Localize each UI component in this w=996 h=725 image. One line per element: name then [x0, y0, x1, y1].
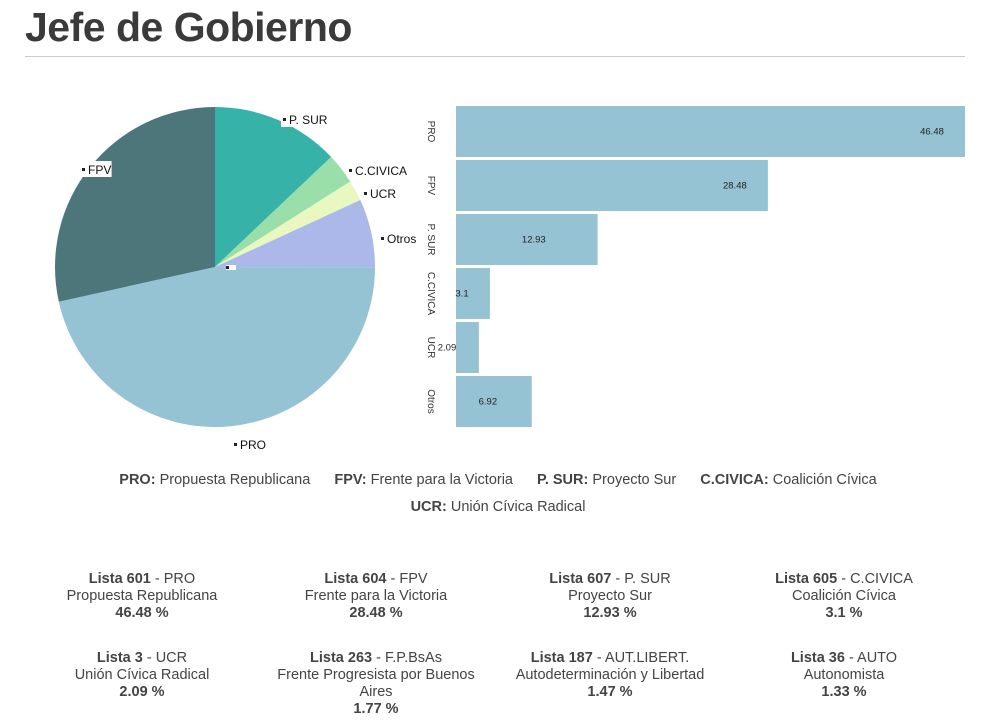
legend-item-ucr: UCR: Unión Cívica Radical: [410, 499, 586, 515]
bar-value-label-c-civica: 3.1: [455, 289, 468, 300]
list-card-36: Lista 36 - AUTO Autonomista 1.33 %: [790, 650, 898, 700]
pie-label-pro: PRO: [240, 438, 266, 452]
bar-chart: PRO 46.48 FPV 28.48 P. SUR 12.93 C.CIVICA 3.1 UC…: [425, 106, 965, 427]
pie-label-marker: [283, 118, 286, 121]
bar-value-label-otros: 6.92: [479, 397, 498, 408]
bar-value-label-pro: 46.48: [920, 127, 944, 138]
pie-slice-ucr: [215, 181, 361, 267]
list-card-607: Lista 607 - P. SUR Proyecto Sur 12.93 %: [549, 571, 671, 621]
pie-label-marker: [234, 443, 237, 446]
pie-label-fpv: FPV: [88, 163, 111, 177]
page-title: Jefe de Gobierno: [25, 4, 352, 50]
bar-category-label-c-civica: C.CIVICA: [425, 272, 436, 316]
bar-ucr: [456, 322, 479, 373]
pie-label-marker: [82, 168, 85, 171]
list-card-187: Lista 187 - AUT.LIBERT. Autodeterminació…: [515, 650, 705, 700]
title-divider: [25, 56, 965, 57]
pie-chart: P. SUR C.CIVICA UCR Otros PRO FPV: [54, 106, 425, 452]
bar-fpv: [456, 160, 768, 211]
pie-label-bg-p-sur: [281, 111, 335, 127]
pie-slice-c-civica: [215, 156, 351, 267]
legend-row-1: PRO: Propuesta Republicana FPV: Frente p…: [0, 472, 996, 488]
pie-slice-pro: [58, 267, 376, 428]
pie-label-otros: Otros: [387, 232, 416, 246]
pie-center-marker: [226, 265, 236, 270]
legend-item-ccivica: C.CIVICA: Coalición Cívica: [700, 472, 877, 488]
pie-label-marker: [381, 237, 384, 240]
bar-value-label-ucr: 2.09: [438, 343, 457, 354]
pie-slice-otros: [215, 199, 376, 268]
list-card-604: Lista 604 - FPV Frente para la Victoria …: [304, 571, 448, 621]
bar-value-label-fpv: 28.48: [723, 181, 747, 192]
pie-slice-fpv: [54, 106, 215, 302]
pie-label-marker: [349, 169, 352, 172]
pie-label-bg-pro: [232, 436, 264, 452]
bar-category-label-otros: Otros: [425, 389, 436, 413]
bar-p-sur: [456, 214, 598, 265]
pie-label-bg-ucr: [362, 185, 394, 201]
list-card-601: Lista 601 - PRO Propuesta Republicana 46…: [66, 571, 218, 621]
legend-item-psur: P. SUR: Proyecto Sur: [537, 472, 677, 488]
bar-pro: [456, 106, 965, 157]
bar-category-label-pro: PRO: [425, 121, 436, 143]
charts-area: P. SUR C.CIVICA UCR Otros PRO FPV PRO 46.48 FPV…: [54, 106, 965, 452]
bar-c-civica: [456, 268, 490, 319]
pie-label-bg-c-civica: [347, 162, 415, 178]
pie-center-dot: [226, 266, 229, 269]
legend-item-pro: PRO: Propuesta Republicana: [119, 472, 311, 488]
pie-label-c-civica: C.CIVICA: [355, 164, 407, 178]
pie-label-bg-fpv: [80, 161, 112, 177]
legend-row-2: UCR: Unión Cívica Radical: [0, 499, 996, 515]
pie-label-bg-otros: [379, 230, 425, 246]
pie-label-ucr: UCR: [370, 187, 396, 201]
bar-otros: [456, 376, 532, 427]
bar-category-label-fpv: FPV: [425, 176, 436, 196]
pie-label-marker: [364, 192, 367, 195]
bar-value-label-p-sur: 12.93: [522, 235, 546, 246]
list-card-3: Lista 3 - UCR Unión Cívica Radical 2.09 …: [74, 650, 210, 700]
bar-category-label-p-sur: P. SUR: [425, 223, 436, 255]
pie-slice-p-sur: [215, 107, 332, 267]
bar-category-label-ucr: UCR: [425, 337, 436, 359]
list-card-263: Lista 263 - F.P.BsAs Frente Progresista …: [277, 650, 475, 717]
legend-item-fpv: FPV: Frente para la Victoria: [334, 472, 513, 488]
list-card-605: Lista 605 - C.CIVICA Coalición Cívica 3.…: [775, 571, 913, 621]
pie-label-p-sur: P. SUR: [289, 113, 328, 127]
